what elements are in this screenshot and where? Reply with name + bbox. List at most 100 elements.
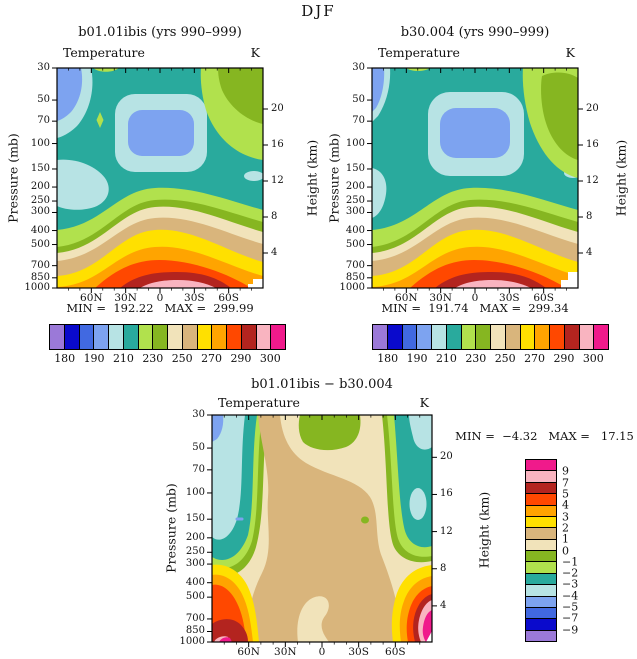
colorbar-tick-label: 0 [562, 544, 569, 557]
contour-bands [212, 415, 432, 642]
colorbar-cell [152, 325, 167, 349]
ytick-label: 1000 [179, 636, 205, 647]
xtick-label: 30S [184, 292, 205, 304]
colorbar-cell [93, 325, 108, 349]
panel3-variable-label: Temperature [218, 395, 300, 410]
panel2-contour-field [367, 67, 583, 293]
panel2-pressure-axis-label: Pressure (mb) [326, 133, 342, 223]
panel1-colorbar: 180 190 210 230 250 270 290 300 [49, 324, 286, 364]
colorbar-tick-label: 3 [562, 510, 569, 524]
panel3-height-axis-label: Height (km) [476, 491, 492, 569]
y2tick-label: 20 [586, 103, 599, 114]
ytick-label: 100 [345, 137, 365, 149]
colorbar-tick-label: 250 [494, 352, 516, 365]
panel1-plot-area: 30 50 70 100 150 200 250 300 400 500 700 850 1000 20 1… [25, 63, 284, 304]
ytick-label: 400 [345, 224, 365, 236]
ytick-label: 70 [37, 115, 50, 127]
colorbar-tick-label: 230 [142, 352, 164, 365]
xtick-label: 60N [237, 646, 260, 658]
panel2-plot-area: 30 50 70 100 150 200 250 300 400 500 700 850 1000 20 1… [340, 63, 599, 304]
colorbar-cell [490, 325, 505, 349]
ytick-label: 30 [37, 62, 50, 73]
ytick-label: 150 [185, 513, 205, 525]
xtick-label: 60S [533, 292, 554, 304]
panel2-minmax: MIN = 191.74 MAX = 299.34 [381, 301, 569, 315]
colorbar-cell [526, 595, 556, 607]
colorbar-tick-label: 180 [377, 352, 399, 365]
panel2-title: b30.004 (yrs 990–999) [400, 25, 550, 40]
ytick-label: 300 [345, 206, 365, 218]
colorbar-tick-label: 190 [406, 352, 428, 365]
y2tick-label: 16 [586, 139, 599, 150]
xtick-label: 0 [156, 292, 164, 304]
y2tick-label: 8 [440, 562, 447, 574]
colorbar-cell [526, 460, 556, 471]
panel1-pressure-axis-label: Pressure (mb) [5, 133, 21, 223]
colorbar-tick-label: 230 [465, 352, 487, 365]
ytick-label: 500 [185, 591, 205, 603]
xtick-label: 60N [80, 292, 103, 304]
colorbar-tick-label: −2 [562, 566, 579, 580]
ytick-label: 100 [185, 486, 205, 498]
colorbar-tick-label: 5 [562, 487, 569, 501]
colorbar-cell [519, 325, 535, 349]
y2tick-label: 8 [271, 211, 278, 222]
ytick-label: 300 [185, 558, 205, 570]
ytick-label: 150 [30, 162, 50, 174]
xtick-label: 60N [395, 292, 418, 304]
panel3-units-label: K [419, 395, 429, 410]
y2tick-label: 4 [271, 246, 278, 258]
xtick-label: 60S [218, 292, 239, 304]
panel2-units-label: K [565, 45, 575, 60]
xtick-label: 30S [499, 292, 520, 304]
colorbar-tick-label: −9 [562, 623, 579, 637]
ytick-label: 700 [185, 612, 205, 624]
colorbar-cell [526, 504, 556, 516]
panel2-colorbar: 180 190 210 230 250 270 290 300 [372, 324, 609, 364]
panel1-title: b01.01ibis (yrs 990–999) [78, 25, 242, 40]
colorbar-tick-label: 270 [524, 352, 546, 365]
ytick-label: 70 [192, 463, 205, 475]
colorbar-cell [108, 325, 123, 349]
colorbar-tick-label: 290 [230, 352, 252, 365]
panel1-minmax: MIN = 192.22 MAX = 299.99 [66, 301, 254, 315]
colorbar-tick-label: 210 [435, 352, 457, 365]
panel3-pressure-axis-label: Pressure (mb) [163, 483, 179, 573]
colorbar-cell [401, 325, 417, 349]
ytick-label: 200 [345, 181, 365, 193]
ytick-label: 850 [185, 625, 205, 637]
panel2-height-axis-label: Height (km) [613, 139, 629, 217]
colorbar-tick-label: 180 [54, 352, 76, 365]
colorbar-tick-label: −1 [562, 555, 579, 569]
colorbar-cell [167, 325, 182, 349]
colorbar-cell [526, 538, 556, 550]
colorbar-cell [445, 325, 461, 349]
colorbar-cell [526, 606, 556, 619]
panel1-contour-field [52, 67, 268, 293]
colorbar-cell [526, 572, 556, 585]
colorbar-cell [526, 584, 556, 596]
ytick-label: 70 [352, 115, 365, 127]
colorbar-tick-label: 1 [562, 532, 569, 546]
xtick-label: 60S [385, 646, 406, 658]
colorbar-cell [593, 325, 608, 349]
colorbar-cell [63, 325, 79, 349]
ytick-label: 50 [352, 94, 365, 106]
contour-bands [372, 68, 578, 288]
ytick-label: 50 [37, 94, 50, 106]
colorbar-cell [534, 325, 549, 349]
ytick-label: 250 [345, 195, 365, 207]
xtick-label: 0 [471, 292, 479, 304]
colorbar-tick-label: −7 [562, 611, 579, 625]
colorbar-cell [78, 325, 94, 349]
ytick-label: 100 [30, 137, 50, 149]
colorbar-tick-label: 7 [562, 476, 569, 490]
colorbar-cell [526, 629, 556, 641]
ytick-label: 30 [352, 62, 365, 73]
colorbar-cell [504, 325, 520, 349]
ytick-label: 1000 [339, 282, 365, 293]
colorbar-cell [563, 325, 579, 349]
colorbar-tick-label: −4 [562, 589, 579, 603]
panel2-variable-label: Temperature [378, 45, 460, 60]
